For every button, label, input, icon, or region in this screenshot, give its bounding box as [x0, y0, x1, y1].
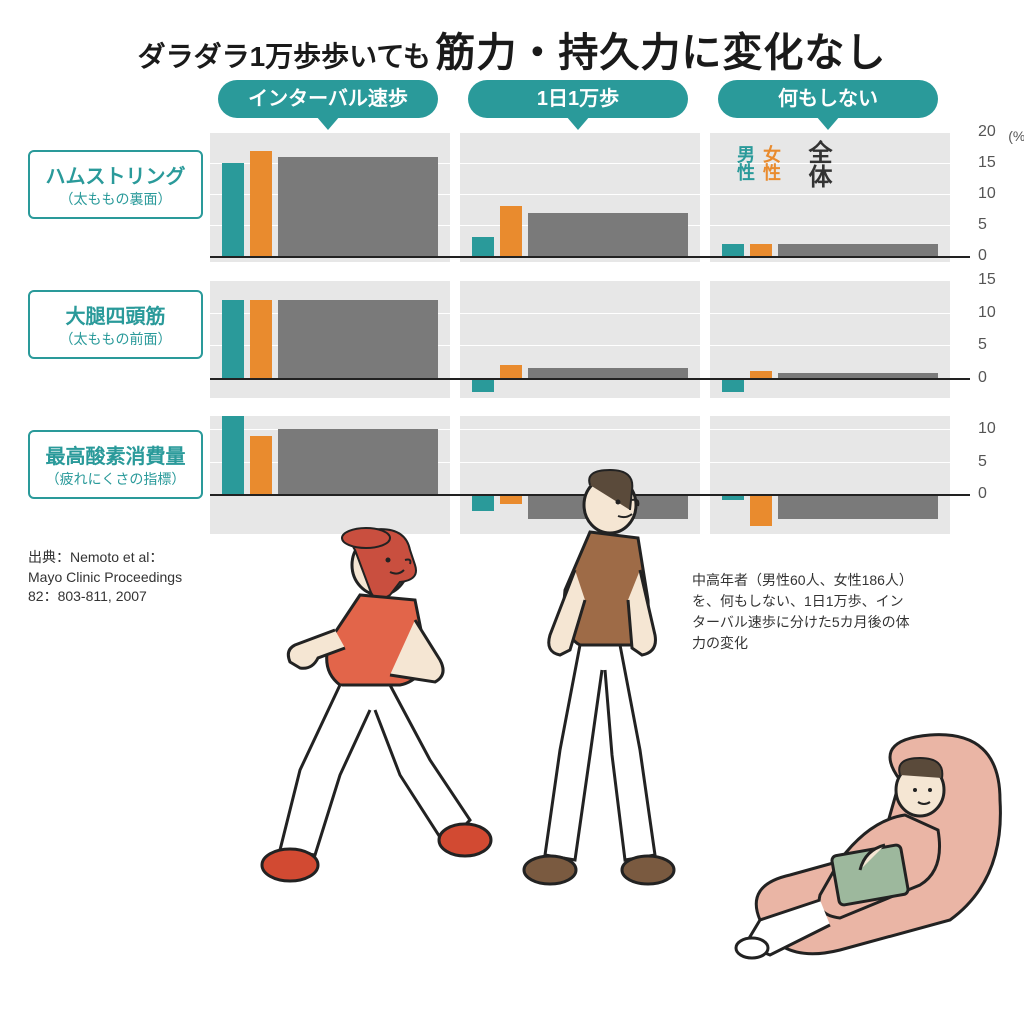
gridline — [210, 132, 970, 133]
chart-panel — [460, 280, 700, 398]
row-label-sub: （太ももの裏面） — [36, 189, 195, 209]
column-tab-label: 1日1万歩 — [537, 88, 619, 110]
bar-male — [222, 416, 244, 494]
bar-female — [250, 300, 272, 378]
row-label-vo2: 最高酸素消費量 （疲れにくさの指標） — [28, 430, 203, 499]
title-big: 筋力・持久力に変化なし — [435, 31, 886, 75]
ytick-label: 15 — [978, 271, 1018, 289]
study-caption: 中高年者（男性60人、女性186人）を、何もしない、1日1万歩、インターバル速歩… — [692, 570, 912, 654]
y-unit-label: (%) — [1008, 128, 1024, 144]
row-label-hamstring: ハムストリング （太ももの裏面） — [28, 150, 203, 219]
title-small: ダラダラ1万歩歩いても — [138, 41, 431, 72]
column-tab-10000: 1日1万歩 — [468, 80, 688, 118]
walker-fast-icon — [240, 510, 500, 910]
bar-female — [250, 436, 272, 495]
ytick-label: 5 — [978, 453, 1018, 471]
row-label-quad: 大腿四頭筋 （太ももの前面） — [28, 290, 203, 359]
row-label-main: 最高酸素消費量 — [36, 440, 195, 469]
ytick-label: 5 — [978, 216, 1018, 234]
bar-male — [472, 380, 494, 392]
column-tab-interval: インターバル速歩 — [218, 80, 438, 118]
source-citation: 出典：Nemoto et al： Mayo Clinic Proceedings… — [28, 548, 182, 607]
bar-all — [278, 429, 438, 494]
gridline — [210, 280, 970, 281]
chart-row: 05101520(%) — [210, 132, 970, 262]
ytick-label: 15 — [978, 154, 1018, 172]
row-label-main: ハムストリング — [36, 160, 195, 189]
bar-male — [722, 496, 744, 500]
bar-all — [778, 496, 938, 519]
source-line: 出典：Nemoto et al： — [28, 548, 182, 568]
row-label-main: 大腿四頭筋 — [36, 300, 195, 329]
bar-male — [222, 163, 244, 256]
chart-row: 051015 — [210, 280, 970, 398]
row-label-sub: （疲れにくさの指標） — [36, 469, 195, 489]
bar-female — [750, 496, 772, 526]
page-title: ダラダラ1万歩歩いても 筋力・持久力に変化なし — [0, 20, 1024, 78]
bar-male — [222, 300, 244, 378]
walker-slow-icon — [490, 460, 690, 900]
bar-all — [778, 373, 938, 378]
source-line: 82：803-811, 2007 — [28, 587, 182, 607]
ytick-label: 10 — [978, 185, 1018, 203]
chart-panel — [710, 280, 950, 398]
ytick-label: 10 — [978, 304, 1018, 322]
bar-all — [278, 300, 438, 378]
bar-all — [528, 213, 688, 256]
legend-female: 女性 — [758, 145, 784, 181]
bar-female — [750, 244, 772, 256]
bar-female — [500, 206, 522, 256]
resting-icon — [720, 720, 1010, 980]
ytick-label: 0 — [978, 247, 1018, 265]
bar-all — [528, 368, 688, 378]
column-tab-label: 何もしない — [778, 88, 878, 110]
ytick-label: 0 — [978, 369, 1018, 387]
bar-female — [500, 365, 522, 378]
bar-male — [472, 237, 494, 256]
ytick-label: 0 — [978, 485, 1018, 503]
source-line: Mayo Clinic Proceedings — [28, 568, 182, 588]
row-label-sub: （太ももの前面） — [36, 329, 195, 349]
bar-male — [722, 244, 744, 256]
baseline — [210, 378, 970, 380]
bar-female — [250, 151, 272, 256]
bar-all — [778, 244, 938, 256]
bar-female — [750, 371, 772, 378]
ytick-label: 5 — [978, 336, 1018, 354]
column-tab-label: インターバル速歩 — [248, 88, 408, 110]
bar-male — [722, 380, 744, 392]
ytick-label: 10 — [978, 420, 1018, 438]
bar-all — [278, 157, 438, 256]
baseline — [210, 256, 970, 258]
column-tab-none: 何もしない — [718, 80, 938, 118]
legend-male: 男性 — [732, 145, 758, 181]
legend-all: 全体 — [800, 140, 835, 188]
